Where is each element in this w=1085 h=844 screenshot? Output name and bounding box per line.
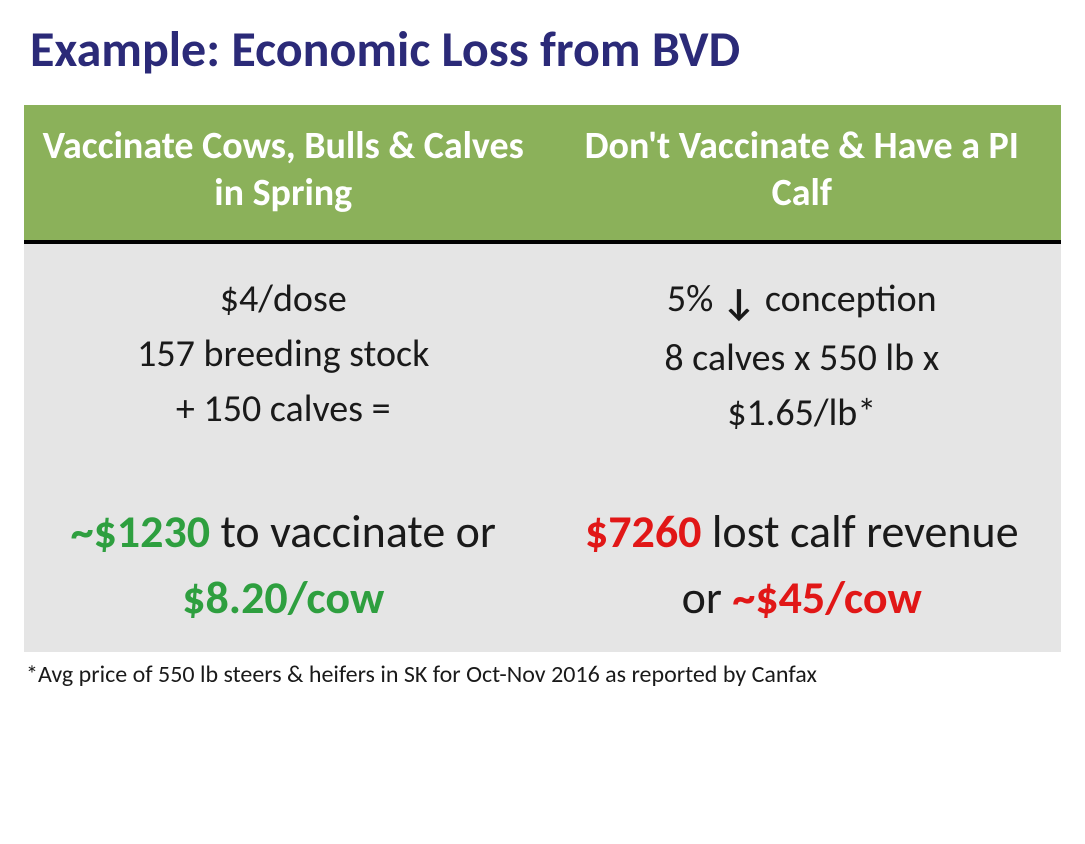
slide: Example: Economic Loss from BVD Vaccinat…: [0, 0, 1085, 844]
col-header-vaccinate: Vaccinate Cows, Bulls & Calves in Spring: [24, 105, 543, 242]
footnote: *Avg price of 550 lb steers & heifers in…: [24, 660, 1061, 689]
novac-result-cell: $7260 lost calf revenue or ~$45/cow: [543, 465, 1062, 652]
vaccinate-result-mid: to vaccinate or: [210, 504, 496, 560]
down-arrow-icon: ↓: [722, 276, 756, 331]
novac-line1: 5% ↓ conception: [561, 272, 1044, 331]
vaccinate-cost-total: ~$1230: [71, 504, 210, 560]
comparison-table: Vaccinate Cows, Bulls & Calves in Spring…: [24, 105, 1061, 653]
novac-loss-percow: ~$45/cow: [732, 570, 921, 626]
novac-line2: 8 calves x 550 lb x: [561, 331, 1044, 386]
calc-row: $4/dose 157 breeding stock + 150 calves …: [24, 242, 1061, 465]
vaccinate-result-cell: ~$1230 to vaccinate or $8.20/cow: [24, 465, 543, 652]
vaccinate-line1: $4/dose: [42, 272, 525, 327]
vaccinate-line2: 157 breeding stock: [42, 327, 525, 382]
novac-loss-total: $7260: [585, 504, 702, 560]
vaccinate-calc-cell: $4/dose 157 breeding stock + 150 calves …: [24, 242, 543, 465]
novac-line1-pre: 5%: [667, 276, 722, 322]
novac-calc-cell: 5% ↓ conception 8 calves x 550 lb x $1.6…: [543, 242, 1062, 465]
col-header-dont-vaccinate: Don't Vaccinate & Have a PI Calf: [543, 105, 1062, 242]
novac-line3: $1.65/lb*: [561, 386, 1044, 441]
result-row: ~$1230 to vaccinate or $8.20/cow $7260 l…: [24, 465, 1061, 652]
novac-line1-post: conception: [756, 276, 936, 322]
vaccinate-cost-percow: $8.20/cow: [182, 570, 384, 626]
vaccinate-line3: + 150 calves =: [42, 382, 525, 437]
slide-title: Example: Economic Loss from BVD: [24, 24, 1061, 77]
table-header-row: Vaccinate Cows, Bulls & Calves in Spring…: [24, 105, 1061, 242]
